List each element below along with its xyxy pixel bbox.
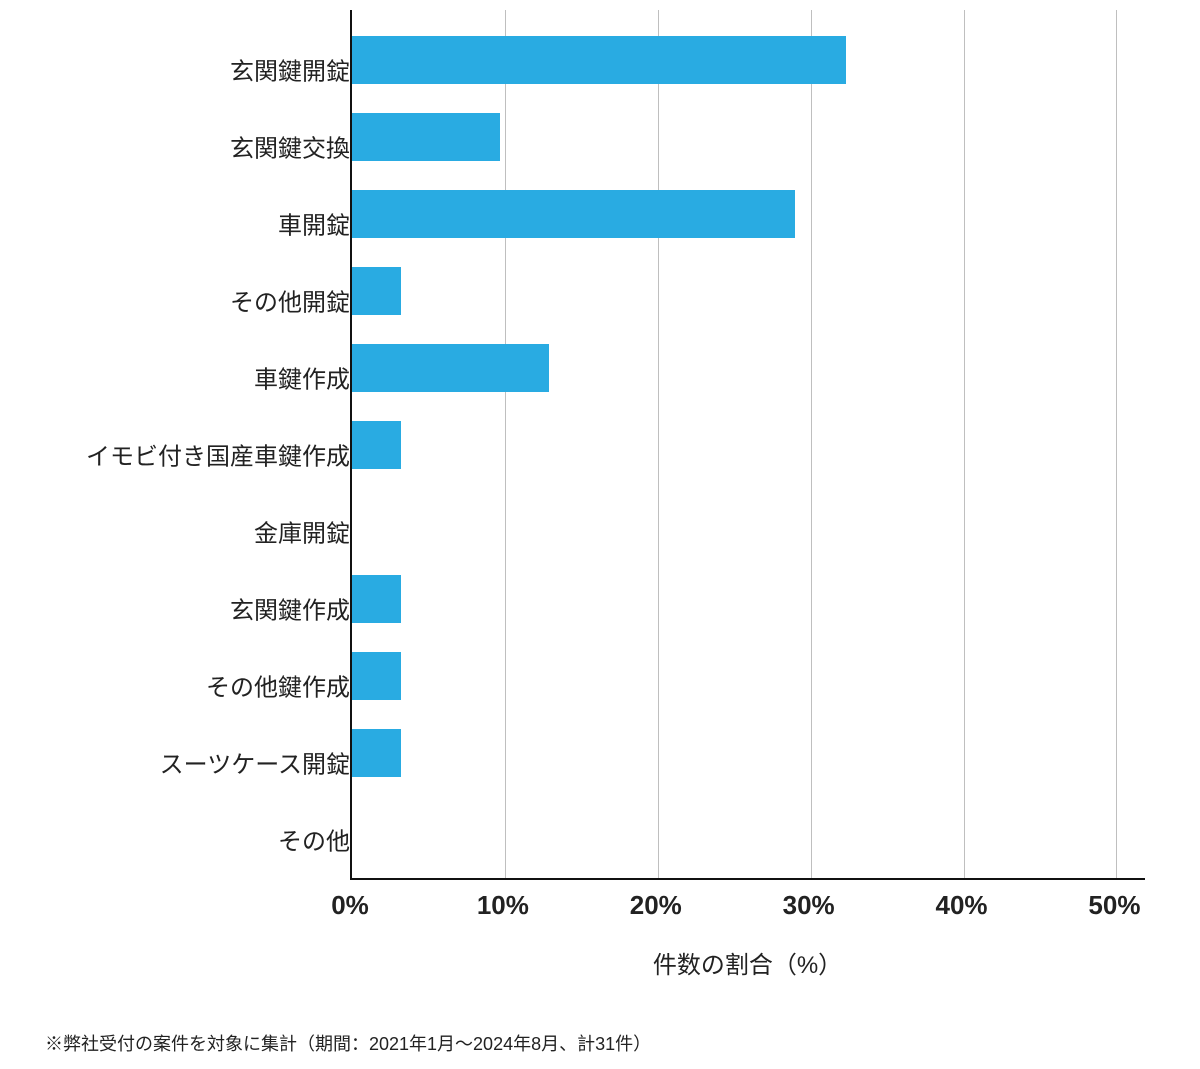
x-tick-label: 50%	[1088, 890, 1140, 921]
x-tick-label: 40%	[936, 890, 988, 921]
gridline	[811, 10, 812, 878]
bar	[352, 36, 846, 84]
y-label: その他	[60, 829, 350, 858]
footnote-text: ※弊社受付の案件を対象に集計（期間：2021年1月～2024年8月、計31件）	[45, 1030, 651, 1056]
x-tick-label: 20%	[630, 890, 682, 921]
x-axis-title: 件数の割合（%）	[350, 945, 1145, 980]
chart-container: 玄関鍵開錠 玄関鍵交換 車開錠 その他開錠 車鍵作成 イモビ付き国産車鍵作成 金…	[45, 10, 1165, 970]
gridline	[505, 10, 506, 878]
y-label: 玄関鍵交換	[60, 136, 350, 165]
plot-area	[350, 10, 1145, 880]
bar	[352, 344, 549, 392]
y-label: スーツケース開錠	[60, 752, 350, 781]
y-label: 車開錠	[60, 213, 350, 242]
y-label: 金庫開錠	[60, 521, 350, 550]
x-tick-label: 10%	[477, 890, 529, 921]
x-tick-label: 0%	[331, 890, 369, 921]
y-label: その他開錠	[60, 290, 350, 319]
gridline	[964, 10, 965, 878]
y-label: 車鍵作成	[60, 367, 350, 396]
y-label: 玄関鍵作成	[60, 598, 350, 627]
y-label: イモビ付き国産車鍵作成	[60, 444, 350, 473]
bar	[352, 190, 795, 238]
bar	[352, 421, 401, 469]
bar	[352, 267, 401, 315]
bar	[352, 113, 500, 161]
bar	[352, 575, 401, 623]
bar	[352, 652, 401, 700]
gridline	[1116, 10, 1117, 878]
gridline	[658, 10, 659, 878]
x-tick-label: 30%	[783, 890, 835, 921]
bar	[352, 729, 401, 777]
y-label: その他鍵作成	[60, 675, 350, 704]
y-label: 玄関鍵開錠	[60, 59, 350, 88]
